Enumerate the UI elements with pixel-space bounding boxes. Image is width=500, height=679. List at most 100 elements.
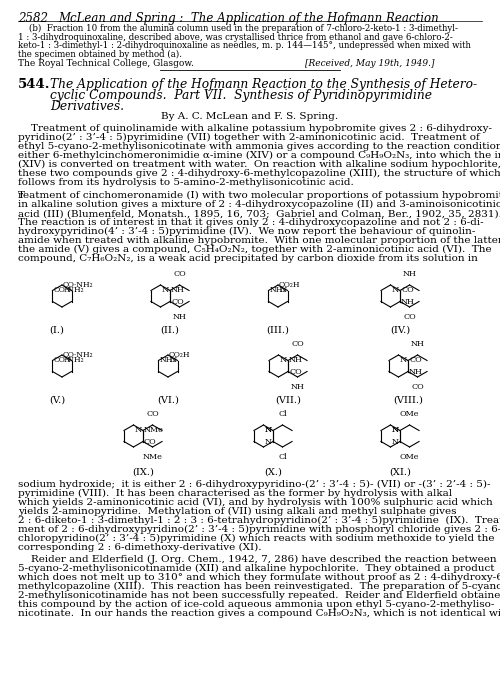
Text: sodium hydroxide;  it is either 2 : 6-dihydroxypyridino-(2’ : 3’-4 : 5)- (VII) o: sodium hydroxide; it is either 2 : 6-dih… [18,480,490,489]
Text: NH: NH [409,367,423,375]
Text: cyclic Compounds.  Part VII.  Synthesis of Pyridinopyrimidine: cyclic Compounds. Part VII. Synthesis of… [50,89,432,102]
Text: OMe: OMe [400,453,419,461]
Text: CO₂H: CO₂H [279,281,300,289]
Text: (VIII.): (VIII.) [393,396,423,405]
Text: (VI.): (VI.) [157,396,179,405]
Text: McLean and Spring :  The Application of the Hofmann Reaction: McLean and Spring : The Application of t… [58,12,439,25]
Text: CO·NH₂: CO·NH₂ [54,356,84,365]
Text: N: N [63,287,70,295]
Text: Cl: Cl [278,453,287,461]
Text: compound, C₇H₆O₂N₂, is a weak acid precipitated by carbon dioxide from its solut: compound, C₇H₆O₂N₂, is a weak acid preci… [18,254,478,263]
Text: yields 2-aminopyridine.  Methylation of (VII) using alkali and methyl sulphate g: yields 2-aminopyridine. Methylation of (… [18,507,456,516]
Text: (II.): (II.) [160,326,180,335]
Text: NH: NH [289,356,303,365]
Text: (b)  Fraction 10 from the alumina column used in the preparation of 7-chloro-2-k: (b) Fraction 10 from the alumina column … [18,24,458,33]
Text: 2-methylisonicotinamide has not been successfully repeated.  Reider and Elderfie: 2-methylisonicotinamide has not been suc… [18,591,500,600]
Text: N: N [280,356,287,365]
Text: The Application of the Hofmann Reaction to the Synthesis of Hetero-: The Application of the Hofmann Reaction … [50,78,477,91]
Text: N: N [392,426,399,435]
Text: Reider and Elderfield (J. Org. Chem., 1942, 7, 286) have described the reaction : Reider and Elderfield (J. Org. Chem., 19… [18,555,496,564]
Text: CO: CO [401,287,414,295]
Text: By A. C. MᴄLean and F. S. Spring.: By A. C. MᴄLean and F. S. Spring. [162,112,338,121]
Text: (IX.): (IX.) [132,468,154,477]
Text: CO: CO [171,297,184,306]
Text: CO: CO [146,410,159,418]
Text: The reaction is of interest in that it gives only 2 : 4-dihydroxycopazoline and : The reaction is of interest in that it g… [18,218,483,227]
Text: 5-cyano-2-methylisonicotinamide (XII) and alkaline hypochlorite.  They obtained : 5-cyano-2-methylisonicotinamide (XII) an… [18,564,494,573]
Text: CO: CO [144,437,157,445]
Text: N: N [392,287,399,295]
Text: NH₂: NH₂ [270,287,286,295]
Text: the specimen obtained by method (a).: the specimen obtained by method (a). [18,50,182,58]
Text: N: N [279,287,286,295]
Text: keto-1 : 3-dimethyl-1 : 2-dihydroquinoxaline as needles, m. p. 144—145°, undepre: keto-1 : 3-dimethyl-1 : 2-dihydroquinoxa… [18,41,471,50]
Text: CO₂H: CO₂H [169,351,190,359]
Text: Cl: Cl [278,410,287,418]
Text: CO: CO [409,356,422,365]
Text: CO·NH₂: CO·NH₂ [63,351,94,359]
Text: N: N [162,287,169,295]
Text: NH: NH [401,297,415,306]
Text: reatment of cinchomeronamide (I) with two molecular proportions of potassium hyp: reatment of cinchomeronamide (I) with tw… [18,191,500,200]
Text: N: N [392,426,399,435]
Text: ethyl 5-cyano-2-methylisonicotinate with ammonia gives according to the reaction: ethyl 5-cyano-2-methylisonicotinate with… [18,142,500,151]
Text: (VII.): (VII.) [275,396,301,405]
Text: Derivatives.: Derivatives. [50,100,124,113]
Text: pyridino(2’ : 3’-4 : 5)pyrimidine (VII) together with 2-aminonicotinic acid.  Tr: pyridino(2’ : 3’-4 : 5)pyrimidine (VII) … [18,133,480,142]
Text: NH₂: NH₂ [160,356,176,365]
Text: [Received, May 19th, 1949.]: [Received, May 19th, 1949.] [305,59,434,68]
Text: N: N [400,356,407,365]
Text: (XI.): (XI.) [389,468,411,477]
Text: (IV.): (IV.) [390,326,410,335]
Text: ment of 2 : 6-dihydroxypyridino(2’ : 3’-4 : 5)pyrimidine with phosphoryl chlorid: ment of 2 : 6-dihydroxypyridino(2’ : 3’-… [18,525,500,534]
Text: The Royal Technical College, Glasgow.: The Royal Technical College, Glasgow. [18,59,194,68]
Text: N: N [169,356,176,365]
Text: N: N [265,437,272,445]
Text: CO: CO [403,313,416,321]
Text: NH: NH [171,287,185,295]
Text: NH: NH [402,270,416,278]
Text: CO·NH₂: CO·NH₂ [63,281,94,289]
Text: Treatment of quinolinamide with alkaline potassium hypobromite gives 2 : 6-dihyd: Treatment of quinolinamide with alkaline… [18,124,492,133]
Text: pyrimidine (VIII).  It has been characterised as the former by hydrolysis with a: pyrimidine (VIII). It has been character… [18,489,452,498]
Text: (III.): (III.) [266,326,289,335]
Text: OMe: OMe [400,410,419,418]
Text: in alkaline solution gives a mixture of 2 : 4-dihydroxycopazoline (II) and 3-ami: in alkaline solution gives a mixture of … [18,200,500,209]
Text: (V.): (V.) [49,396,65,405]
Text: (X.): (X.) [264,468,282,477]
Text: CO: CO [289,367,302,375]
Text: amide when treated with alkaline hypobromite.  With one molecular proportion of : amide when treated with alkaline hypobro… [18,236,500,245]
Text: the amide (V) gives a compound, C₅H₄O₂N₂, together with 2-aminonicotinic acid (V: the amide (V) gives a compound, C₅H₄O₂N₂… [18,245,492,254]
Text: (I.): (I.) [50,326,64,335]
Text: NH: NH [410,340,424,348]
Text: NMe: NMe [142,453,163,461]
Text: 2582: 2582 [18,12,48,25]
Text: hydroxypyridino(4’ : 3’-4 : 5)pyrimidine (IV).  We now report the behaviour of q: hydroxypyridino(4’ : 3’-4 : 5)pyrimidine… [18,227,475,236]
Text: N: N [392,437,399,445]
Text: CO: CO [173,270,186,278]
Text: nicotinate.  In our hands the reaction gives a compound C₉H₉O₂N₃, which is not i: nicotinate. In our hands the reaction gi… [18,609,500,618]
Text: 544.: 544. [18,78,50,91]
Text: 2 : 6-diketo-1 : 3-dimethyl-1 : 2 : 3 : 6-tetrahydropyridino(2’ : 3’-4 : 5)pyrim: 2 : 6-diketo-1 : 3-dimethyl-1 : 2 : 3 : … [18,516,500,525]
Text: N: N [63,356,70,365]
Text: which does not melt up to 310° and which they formulate without proof as 2 : 4-d: which does not melt up to 310° and which… [18,573,500,582]
Text: N: N [134,426,142,435]
Text: acid (III) (Blumenfeld, Monatsh., 1895, 16, 703;  Gabriel and Colman, Ber., 1902: acid (III) (Blumenfeld, Monatsh., 1895, … [18,209,500,218]
Text: N: N [264,426,272,435]
Text: 1 : 3-dihydroquinoxaline, described above, was crystallised thrice from ethanol : 1 : 3-dihydroquinoxaline, described abov… [18,33,453,41]
Text: NH: NH [172,313,186,321]
Text: CO·NH₂: CO·NH₂ [54,287,84,295]
Text: these two compounds give 2 : 4-dihydroxy-6-methylcopazoline (XIII), the structur: these two compounds give 2 : 4-dihydroxy… [18,169,500,178]
Text: N: N [265,426,272,435]
Text: T: T [18,191,25,200]
Text: corresponding 2 : 6-dimethoxy-derivative (XI).: corresponding 2 : 6-dimethoxy-derivative… [18,543,262,552]
Text: either 6-methylcinchomeronimidie α-imine (XIV) or a compound C₉H₉O₂N₃, into whic: either 6-methylcinchomeronimidie α-imine… [18,151,500,160]
Text: NH: NH [290,383,304,391]
Text: CO: CO [291,340,304,348]
Text: NMe: NMe [144,426,164,435]
Text: chloropyridino(2’ : 3’-4 : 5)pyrimidine (X) which reacts with sodium methoxide t: chloropyridino(2’ : 3’-4 : 5)pyrimidine … [18,534,494,543]
Text: methylcopazoline (XIII).  This reaction has been reinvestigated.  The preparatio: methylcopazoline (XIII). This reaction h… [18,582,500,591]
Text: (XIV) is converted on treatment with water.  On reaction with alkaline sodium hy: (XIV) is converted on treatment with wat… [18,160,500,169]
Text: which yields 2-aminonicotinic acid (VI), and by hydrolysis with 100% sulphuric a: which yields 2-aminonicotinic acid (VI),… [18,498,493,507]
Text: CO: CO [411,383,424,391]
